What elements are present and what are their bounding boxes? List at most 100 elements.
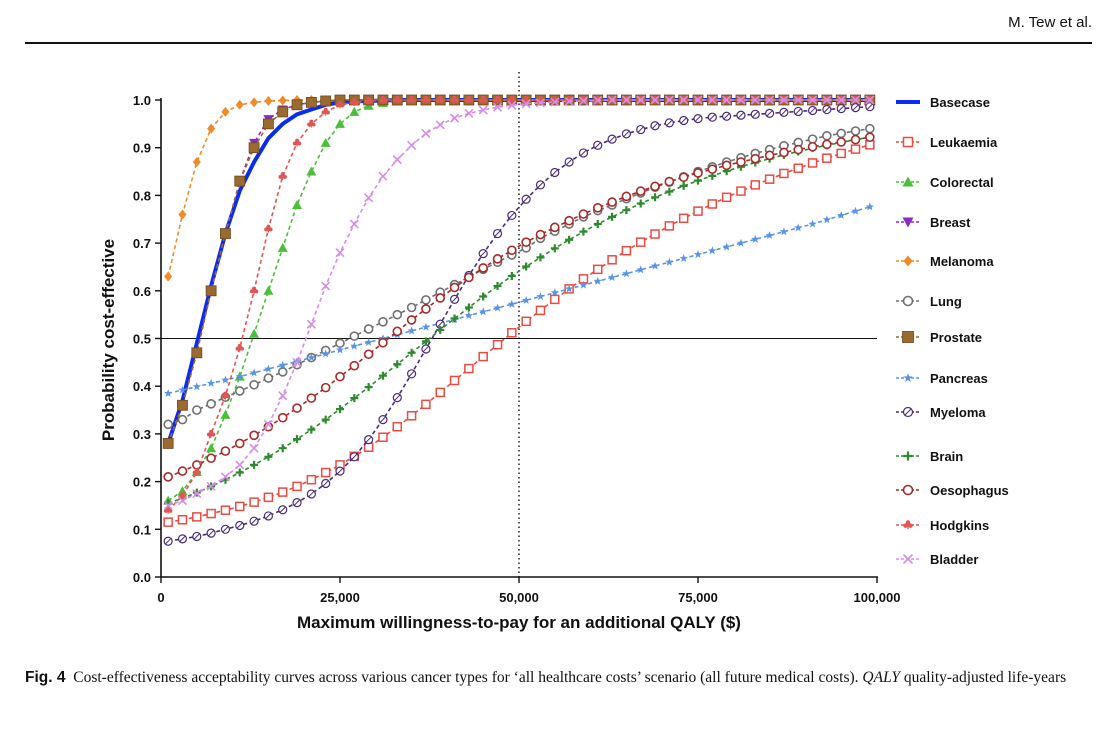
data-point (578, 96, 589, 106)
data-point (321, 478, 331, 489)
data-point (521, 237, 531, 247)
data-point (722, 242, 731, 251)
data-point (249, 379, 259, 390)
data-point (206, 453, 216, 464)
data-point (779, 168, 789, 179)
data-point (206, 443, 217, 453)
data-point (902, 217, 914, 228)
data-point (851, 206, 860, 215)
data-point (335, 118, 345, 128)
data-point (607, 134, 617, 144)
data-point (320, 467, 331, 478)
data-point (421, 399, 431, 410)
data-point (192, 488, 202, 499)
figure-caption: Fig. 4 Cost-effectiveness acceptability … (25, 667, 1093, 688)
legend-item-basecase: Basecase (896, 95, 990, 110)
data-point (850, 144, 861, 154)
data-point (564, 157, 574, 167)
data-point (478, 248, 488, 259)
data-point (903, 373, 913, 382)
legend-label: Breast (930, 215, 971, 230)
legend-item-lung: Lung (896, 294, 962, 309)
data-point (320, 382, 331, 393)
data-point (550, 288, 559, 297)
data-point (206, 429, 216, 438)
data-point (478, 351, 488, 362)
caption-abbreviation-definition: quality-adjusted life-years (903, 669, 1067, 686)
data-point (349, 106, 360, 116)
data-point (336, 405, 344, 414)
data-point (436, 95, 445, 104)
data-point (421, 295, 431, 305)
data-point (593, 140, 603, 150)
data-point (693, 206, 703, 216)
cost-effectiveness-chart: 0.0 0.1 0.2 0.3 0.4 0.5 0.6 0.7 0.8 0.9 1.0 0 25,000… (99, 72, 1009, 632)
data-point (220, 505, 231, 515)
data-point (249, 443, 259, 453)
legend-label: Myeloma (930, 405, 986, 420)
data-point (221, 375, 230, 384)
data-point (793, 95, 803, 105)
data-point (364, 337, 373, 346)
data-point (421, 322, 431, 331)
data-point (364, 383, 373, 392)
data-point (378, 432, 388, 442)
data-point (665, 187, 674, 196)
legend-label: Colorectal (930, 175, 994, 190)
data-point (162, 438, 174, 449)
y-tick-label: 0.9 (133, 141, 151, 156)
data-point (393, 360, 402, 369)
data-point (822, 215, 832, 224)
data-point (664, 118, 674, 128)
data-point (263, 419, 273, 429)
data-point (707, 95, 717, 105)
y-tick-label: 0.6 (133, 284, 151, 299)
data-point (779, 147, 789, 158)
data-point (665, 257, 674, 266)
data-point (636, 124, 646, 135)
data-point (177, 466, 188, 476)
data-point (177, 496, 188, 506)
y-tick-label: 0.5 (133, 332, 151, 347)
data-point (902, 406, 914, 418)
data-point (262, 118, 274, 130)
data-point (306, 489, 316, 499)
data-point (234, 438, 245, 449)
data-point (220, 409, 231, 419)
data-point (206, 528, 216, 538)
data-point (607, 273, 617, 281)
data-point (564, 284, 574, 293)
data-point (292, 199, 303, 209)
data-point (206, 481, 216, 491)
data-point (902, 553, 914, 565)
data-point (364, 435, 374, 445)
data-point (421, 304, 431, 314)
data-point (407, 140, 417, 150)
legend-label: Pancreas (930, 371, 988, 386)
data-point (435, 120, 445, 130)
data-point (164, 389, 173, 397)
data-point (521, 194, 531, 204)
data-point (378, 371, 387, 380)
legend-label: Melanoma (930, 254, 994, 269)
data-point (435, 387, 445, 398)
data-point (807, 105, 818, 116)
data-point (593, 264, 603, 275)
caption-text: Cost-effectiveness acceptability curves … (73, 669, 859, 686)
data-point (392, 326, 403, 337)
data-point (836, 137, 847, 147)
data-point (192, 382, 201, 391)
data-point (221, 391, 230, 400)
data-point (708, 246, 717, 255)
data-point (220, 524, 231, 534)
data-point (650, 95, 660, 105)
data-point (278, 95, 287, 106)
data-point (292, 403, 302, 413)
data-point (335, 248, 345, 258)
data-point (507, 210, 517, 221)
data-point (779, 107, 789, 118)
data-point (192, 460, 202, 470)
data-point (549, 222, 560, 233)
data-point (264, 224, 273, 233)
data-point (807, 158, 818, 168)
